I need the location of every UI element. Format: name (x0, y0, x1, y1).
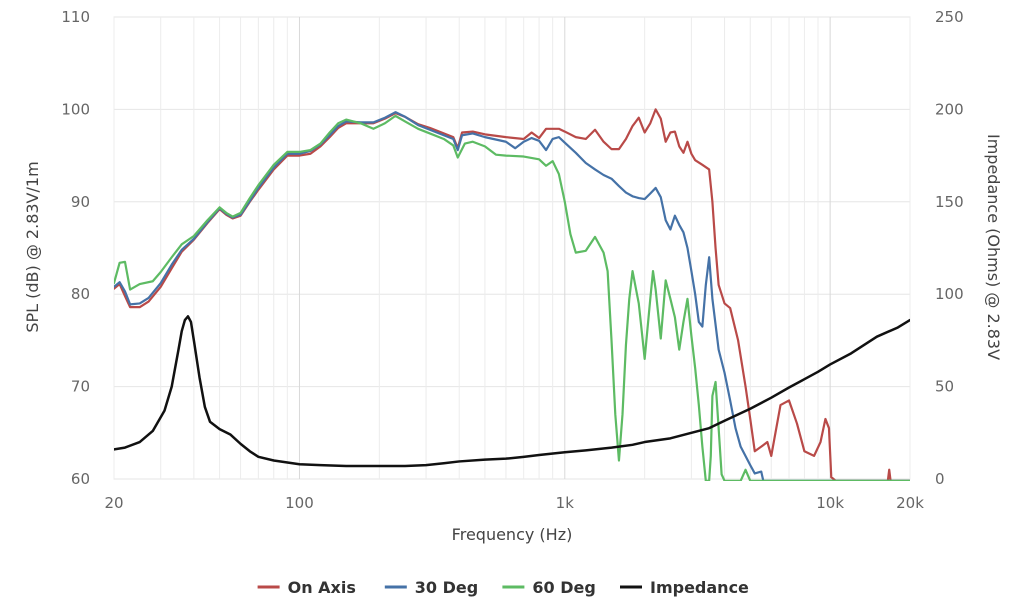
y-right-tick-label: 100 (935, 285, 964, 303)
x-tick-label: 20 (104, 494, 123, 512)
y-right-tick-label: 250 (935, 8, 964, 26)
x-tick-label: 100 (285, 494, 314, 512)
series-line-on-axis (114, 108, 910, 481)
x-axis-title: Frequency (Hz) (452, 525, 573, 544)
y-axis-right-title: Impedance (Ohms) @ 2.83V (984, 134, 1003, 360)
y-left-tick-label: 110 (61, 8, 90, 26)
series-lines (114, 108, 910, 481)
y-left-tick-label: 90 (71, 193, 90, 211)
y-left-tick-label: 80 (71, 285, 90, 303)
legend-label-on-axis: On Axis (288, 578, 356, 597)
plot-area (113, 16, 911, 480)
y-right-tick-label: 200 (935, 100, 964, 118)
y-right-tick-label: 50 (935, 378, 954, 396)
series-line-impedance (114, 315, 910, 468)
y-left-tick-label: 70 (71, 378, 90, 396)
legend: On Axis 30 Deg 60 Deg Impedance (257, 578, 749, 597)
y-right-tick-label: 150 (935, 193, 964, 211)
axes: Frequency (Hz) SPL (dB) @ 2.83V/1m Imped… (23, 8, 1003, 544)
legend-label-30-deg: 30 Deg (415, 578, 478, 597)
x-tick-label: 10k (816, 494, 844, 512)
series-line-30-deg (114, 111, 910, 481)
y-left-tick-label: 60 (71, 470, 90, 488)
y-right-tick-label: 0 (935, 470, 945, 488)
series-line-60-deg (114, 114, 910, 481)
grid (113, 16, 911, 480)
legend-label-60-deg: 60 Deg (532, 578, 595, 597)
x-tick-label: 20k (896, 494, 924, 512)
legend-label-impedance: Impedance (650, 578, 749, 597)
y-axis-left-title: SPL (dB) @ 2.83V/1m (23, 161, 42, 332)
y-left-tick-label: 100 (61, 100, 90, 118)
x-tick-label: 1k (556, 494, 575, 512)
